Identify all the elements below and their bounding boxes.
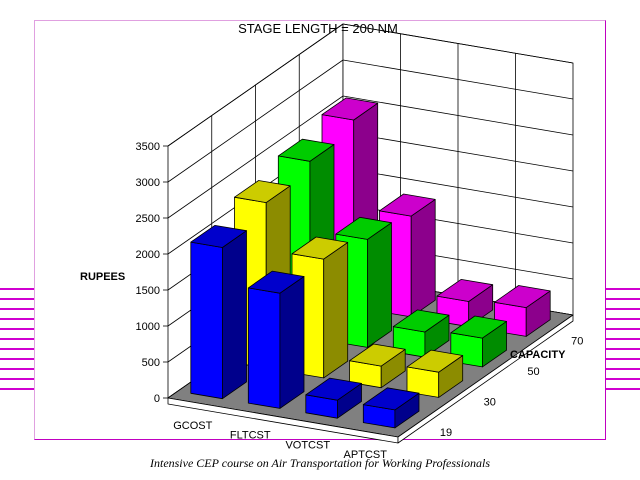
right-stripes xyxy=(606,288,640,396)
y-tick-label: 2500 xyxy=(136,213,160,225)
bar-votcst-19 xyxy=(305,377,362,419)
bar-front xyxy=(190,241,223,400)
bar-top xyxy=(234,180,291,204)
bar-top xyxy=(349,343,406,367)
bar-top xyxy=(321,97,379,121)
x-tick-label: FLTCST xyxy=(230,430,271,442)
z-tick-label: 50 xyxy=(527,366,539,378)
chart-labels: 0 500 1000 1500 2000 2500 3000 3500 GCOST FLTCST V… xyxy=(136,141,584,461)
z-tick-label: 19 xyxy=(440,427,452,439)
z-axis-label: CAPACITY xyxy=(510,349,566,361)
y-tick-label: 500 xyxy=(142,357,160,369)
y-tick-label: 1000 xyxy=(136,321,160,333)
bar-top xyxy=(379,193,436,217)
bar-top xyxy=(291,236,349,260)
bar-side xyxy=(410,198,436,318)
bar-gcost-19 xyxy=(190,224,247,400)
bar-top xyxy=(392,309,450,333)
y-tick-label: 0 xyxy=(154,393,160,405)
bar-side xyxy=(323,241,349,379)
bar-votcst-50 xyxy=(392,309,450,358)
footer-text: Intensive CEP course on Air Transportati… xyxy=(149,456,490,470)
x-tick-label: GCOST xyxy=(173,420,212,432)
bar-top xyxy=(190,224,247,248)
y-tick-label: 3000 xyxy=(136,177,160,189)
bar-votcst-30 xyxy=(349,343,406,389)
x-tick-label: APTCST xyxy=(344,449,388,461)
chart-title: STAGE LENGTH = 200 NM xyxy=(238,21,398,36)
y-tick-label: 3500 xyxy=(136,141,160,153)
z-tick-label: 70 xyxy=(571,335,583,347)
chart-bars xyxy=(190,97,551,429)
bar-top xyxy=(335,216,392,240)
bar-side xyxy=(366,222,392,348)
bar-top xyxy=(450,315,507,339)
bar-aptcst-19 xyxy=(362,387,420,429)
bar-side xyxy=(279,276,305,409)
y-tick-label: 1500 xyxy=(136,285,160,297)
bar-front xyxy=(247,287,281,409)
bar-top xyxy=(247,270,305,294)
slide-frame xyxy=(34,20,606,440)
bar-top xyxy=(406,349,464,373)
bar-top xyxy=(494,285,551,309)
z-tick-label: 30 xyxy=(484,396,496,408)
x-tick-label: VOTCST xyxy=(285,439,330,451)
bar-fltcst-19 xyxy=(247,270,305,409)
bar-top xyxy=(362,387,420,411)
left-stripes xyxy=(0,288,34,396)
floor-right-edge xyxy=(397,314,574,444)
y-axis-label: RUPEES xyxy=(80,271,125,283)
bar-top xyxy=(305,377,362,401)
bar-aptcst-30 xyxy=(406,349,464,398)
bar-top xyxy=(436,278,494,302)
bar-side xyxy=(221,230,247,400)
y-tick-label: 2000 xyxy=(136,249,160,261)
bar-top xyxy=(277,138,335,162)
